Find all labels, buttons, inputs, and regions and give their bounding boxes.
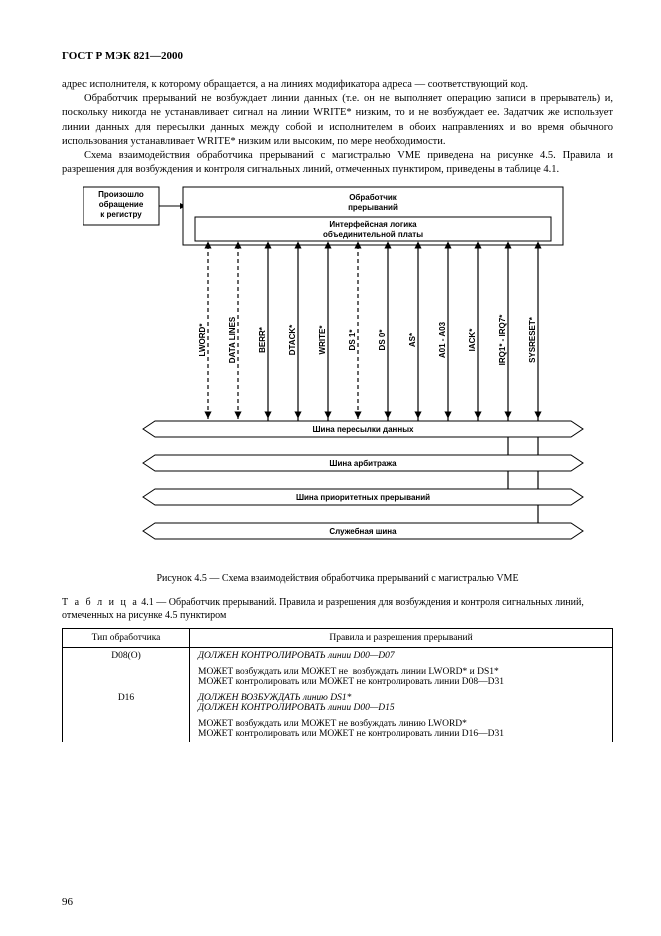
r2-line3: МОЖЕТ возбуждать или МОЖЕТ не возбуждать…	[198, 719, 604, 729]
figure-4-5-diagram: Произошло обращение к регистру Обработчи…	[83, 185, 593, 565]
r2-line2: ДОЛЖЕН КОНТРОЛИРОВАТЬ линии D00—D15	[198, 703, 604, 713]
page-number: 96	[62, 896, 73, 908]
signal-label-4: WRITE*	[318, 325, 327, 355]
table-4-1: Тип обработчика Правила и разрешения пре…	[62, 628, 613, 742]
bus-label-1: Шина арбитража	[329, 459, 397, 468]
paragraph-3: Схема взаимодействия обработчика прерыва…	[62, 149, 613, 177]
bus-label-0: Шина пересылки данных	[312, 425, 414, 434]
diag-topleft-3: к регистру	[100, 210, 142, 219]
signal-label-5: DS 1*	[348, 329, 357, 351]
signal-label-7: AS*	[408, 332, 417, 347]
paragraph-1: адрес исполнителя, к которому обращается…	[62, 78, 613, 92]
signal-label-6: DS 0*	[378, 329, 387, 351]
table-title-rest: 4.1 — Обработчик прерываний. Правила и р…	[62, 597, 584, 621]
signal-label-2: BERR*	[258, 326, 267, 353]
doc-header: ГОСТ Р МЭК 821—2000	[62, 50, 613, 62]
diag-topbox-2: прерываний	[348, 203, 398, 212]
cell-d16: D16	[63, 690, 190, 742]
r1-line1: ДОЛЖЕН КОНТРОЛИРОВАТЬ линии D00—D07	[198, 651, 604, 661]
figure-caption: Рисунок 4.5 — Схема взаимодействия обраб…	[62, 573, 613, 584]
signal-label-11: SYSRESET*	[528, 316, 537, 363]
bus-label-2: Шина приоритетных прерываний	[295, 493, 429, 502]
r1-line3: МОЖЕТ контролировать или МОЖЕТ не контро…	[198, 677, 604, 687]
r2-line4: МОЖЕТ контролировать или МОЖЕТ не контро…	[198, 729, 604, 739]
r1-line2: МОЖЕТ возбуждать или МОЖЕТ не возбуждать…	[198, 667, 604, 677]
signal-label-0: LWORD*	[198, 323, 207, 357]
table-title-word: Т а б л и ц а	[62, 597, 139, 608]
th-rules: Правила и разрешения прерываний	[190, 629, 613, 648]
diag-topleft-1: Произошло	[98, 190, 144, 199]
signal-label-3: DTACK*	[288, 324, 297, 355]
bus-label-3: Служебная шина	[329, 527, 397, 536]
th-type: Тип обработчика	[63, 629, 190, 648]
diag-topleft-2: обращение	[98, 200, 143, 209]
diag-topbox-1: Обработчик	[349, 193, 398, 202]
diag-inner-1: Интерфейсная логика	[329, 220, 417, 229]
signal-label-10: IRQ1* - IRQ7*	[498, 314, 507, 366]
paragraph-2: Обработчик прерываний не возбуждает лини…	[62, 92, 613, 149]
signal-label-1: DATA LINES	[228, 316, 237, 363]
signal-label-9: IACK*	[468, 328, 477, 352]
r2-line1: ДОЛЖЕН ВОЗБУЖДАТЬ линию DS1*	[198, 693, 604, 703]
table-title: Т а б л и ц а 4.1 — Обработчик прерывани…	[62, 596, 613, 622]
signal-label-8: A01 - A03	[438, 322, 447, 359]
cell-d08o: D08(O)	[63, 648, 190, 691]
diag-inner-2: объединительной платы	[322, 230, 422, 239]
